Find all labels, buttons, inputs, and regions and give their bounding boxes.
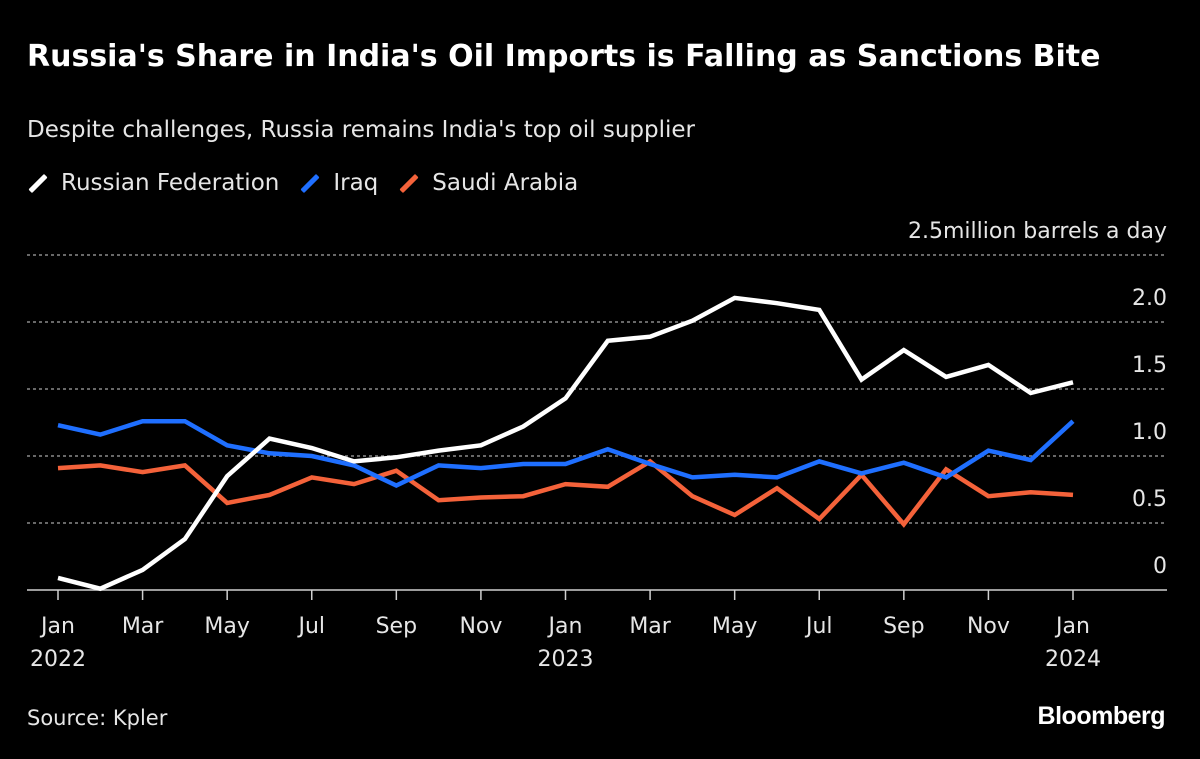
y-tick-label-0: 2.5million barrels a day	[908, 219, 1167, 244]
x-tick-label-1: Mar	[122, 614, 164, 639]
x-tick-year-12: 2024	[1045, 647, 1101, 672]
y-tick-label-2: 1.5	[1132, 353, 1167, 378]
y-tick-label-1: 2.0	[1132, 286, 1167, 311]
x-tick-label-8: May	[712, 614, 757, 639]
x-tick-label-6: Jan	[547, 614, 583, 639]
chart-title: Russia's Share in India's Oil Imports is…	[27, 39, 1101, 74]
legend-label-russia: Russian Federation	[61, 170, 280, 196]
series-line-iraq	[57, 418, 1075, 488]
x-tick-label-11: Nov	[967, 614, 1010, 639]
x-tick-label-7: Mar	[629, 614, 671, 639]
y-tick-label-5: 0	[1153, 554, 1167, 579]
x-tick-label-0: Jan	[39, 614, 75, 639]
x-tick-label-12: Jan	[1054, 614, 1090, 639]
y-tick-label-4: 0.5	[1132, 487, 1167, 512]
series-line-saudi	[57, 458, 1074, 528]
x-tick-label-5: Nov	[459, 614, 502, 639]
legend-item-saudi: Saudi Arabia	[398, 170, 578, 196]
x-tick-year-0: 2022	[30, 647, 86, 672]
x-tick-label-9: Jul	[804, 614, 833, 639]
bloomberg-logo: Bloomberg	[1037, 702, 1166, 730]
x-tick-label-3: Jul	[296, 614, 325, 639]
legend: Russian Federation Iraq Saudi Arabia	[27, 170, 598, 196]
legend-label-iraq: Iraq	[333, 170, 379, 196]
series-line-russia	[57, 295, 1074, 592]
x-tick-label-4: Sep	[376, 614, 417, 639]
legend-item-russia: Russian Federation	[27, 170, 279, 196]
legend-item-iraq: Iraq	[299, 170, 378, 196]
y-tick-label-3: 1.0	[1132, 420, 1167, 445]
source-note: Source: Kpler	[27, 706, 168, 730]
chart-subtitle: Despite challenges, Russia remains India…	[27, 117, 696, 143]
legend-label-saudi: Saudi Arabia	[432, 170, 579, 196]
x-tick-year-6: 2023	[538, 647, 594, 672]
x-tick-label-10: Sep	[883, 614, 924, 639]
x-tick-label-2: May	[204, 614, 249, 639]
